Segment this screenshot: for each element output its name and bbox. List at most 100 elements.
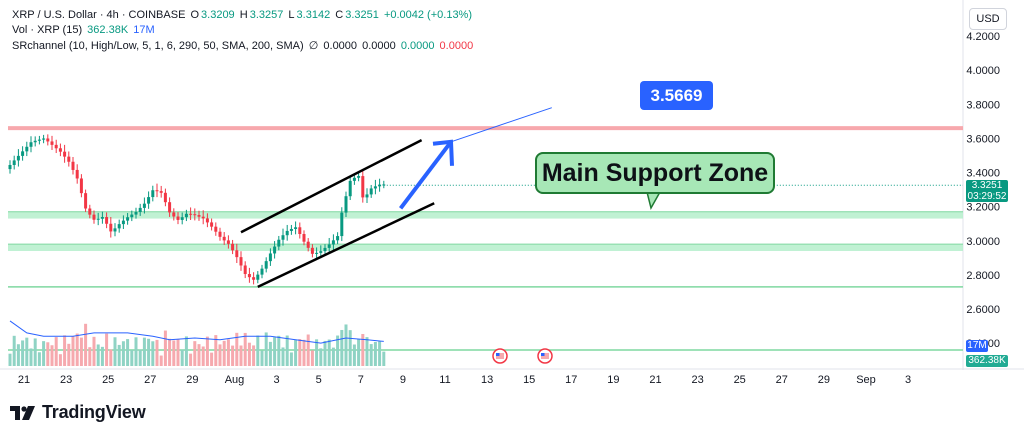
volume-bar — [50, 345, 54, 366]
volume-ma-line — [9, 320, 384, 344]
projection-arrow — [399, 140, 453, 210]
candle-body — [142, 203, 146, 208]
x-tick-label: 29 — [818, 374, 830, 386]
support-zone-band — [8, 244, 963, 251]
volume-bar — [147, 338, 151, 366]
candle-body — [302, 234, 306, 242]
low-value: 3.3142 — [296, 9, 331, 21]
candle-body — [361, 176, 365, 198]
volume-bar — [369, 344, 373, 366]
candle-body — [243, 265, 247, 275]
candle-body — [96, 218, 100, 220]
volume-bar — [184, 336, 188, 366]
candle-body — [155, 190, 159, 192]
candle-body — [172, 212, 176, 217]
volume-last-tag: 362.38K — [966, 355, 1008, 367]
candle-body — [176, 216, 180, 220]
candle-body — [189, 213, 193, 215]
candle-body — [218, 231, 222, 237]
candle-body — [25, 146, 29, 152]
candle-body — [378, 184, 382, 187]
tradingview-logo[interactable]: TradingView — [10, 402, 146, 423]
candle-body — [306, 241, 310, 248]
volume-bar — [193, 341, 197, 366]
target-line — [450, 107, 552, 143]
high-value: 3.3257 — [249, 9, 284, 21]
candle-body — [340, 212, 344, 237]
candle-body — [42, 138, 46, 140]
us-flag-icon — [541, 353, 549, 359]
volume-bar — [382, 351, 386, 366]
x-tick-label: 7 — [358, 374, 364, 386]
candle-body — [71, 161, 75, 170]
x-tick-label: 23 — [691, 374, 703, 386]
candle-body — [92, 214, 96, 220]
volume-bar — [176, 339, 180, 366]
candle-body — [168, 202, 172, 213]
volume-bar — [109, 349, 113, 366]
candle-body — [184, 213, 188, 218]
last-price-value: 3.3251 — [971, 180, 1003, 191]
volume-bar — [75, 333, 79, 366]
volume-bar — [340, 329, 344, 366]
x-tick-label: 25 — [734, 374, 746, 386]
candle-body — [252, 277, 256, 280]
volume-bar — [310, 350, 314, 366]
volume-bar — [71, 336, 75, 366]
volume-bar — [373, 341, 377, 366]
channel-upper-line — [240, 138, 423, 234]
candle-body — [310, 247, 314, 254]
volume-bar — [88, 347, 92, 366]
volume-bar — [168, 338, 172, 366]
candle-body — [264, 261, 268, 269]
candle-body — [373, 186, 377, 189]
volume-bar — [361, 333, 365, 366]
volume-bar — [222, 340, 226, 366]
candle-body — [231, 243, 235, 251]
candle-body — [109, 223, 113, 232]
volume-bar — [319, 348, 323, 366]
candle-body — [277, 239, 281, 247]
candle-body — [331, 240, 335, 245]
candle-body — [344, 196, 348, 213]
candle-body — [256, 274, 260, 280]
us-flag-icon — [496, 353, 504, 359]
us-flag-canton-icon — [541, 353, 545, 356]
volume-bar — [201, 346, 205, 366]
volume-bar — [42, 341, 46, 366]
srchannel-label: SRchannel (10, High/Low, 5, 1, 6, 290, 5… — [12, 40, 304, 52]
candle-body — [298, 227, 302, 235]
candle-body — [268, 253, 272, 262]
candle-body — [281, 235, 285, 240]
volume-bar — [180, 349, 184, 366]
volume-bar — [126, 339, 130, 366]
volume-bar — [243, 332, 247, 366]
volume-bar — [67, 343, 71, 366]
volume-bar — [260, 350, 264, 366]
volume-ma-value: 17M — [133, 24, 155, 36]
volume-bar — [289, 352, 293, 366]
volume-bar — [21, 340, 25, 366]
countdown-value: 03:29:52 — [967, 191, 1007, 202]
candle-body — [214, 226, 218, 232]
resistance-line — [8, 126, 963, 131]
volume-bar — [142, 337, 146, 366]
volume-bar — [252, 345, 256, 366]
volume-bar — [348, 330, 352, 366]
volume-bar — [306, 334, 310, 366]
candle-body — [193, 214, 197, 216]
candle-body — [369, 188, 373, 195]
currency-button[interactable]: USD — [969, 8, 1007, 30]
volume-bar — [247, 342, 251, 366]
volume-bar — [285, 335, 289, 366]
volume-bar — [121, 341, 125, 366]
candle-body — [138, 207, 142, 212]
y-tick-label: 3.8000 — [966, 99, 1000, 111]
srchannel-value-3: 0.0000 — [400, 40, 435, 52]
us-flag-canton-icon — [496, 353, 500, 356]
volume-bar — [84, 323, 88, 366]
hidden-icon: ∅ — [308, 40, 319, 52]
candle-body — [348, 180, 352, 197]
volume-bar — [46, 342, 50, 366]
